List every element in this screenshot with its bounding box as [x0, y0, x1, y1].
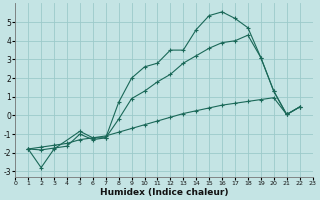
- X-axis label: Humidex (Indice chaleur): Humidex (Indice chaleur): [100, 188, 228, 197]
